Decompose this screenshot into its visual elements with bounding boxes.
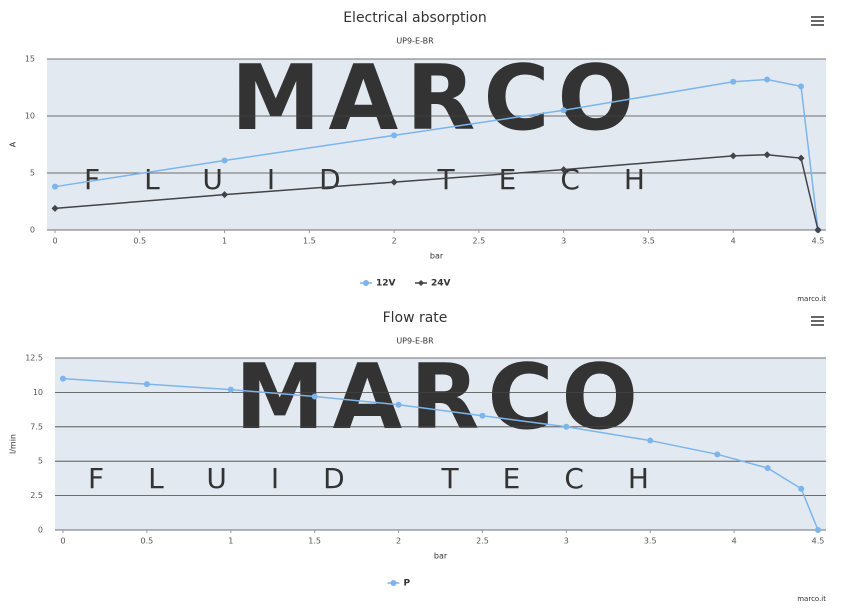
- x-tick-label: 2: [392, 237, 397, 246]
- credit: marco.it: [797, 595, 826, 603]
- y-tick-label: 15: [25, 55, 35, 64]
- x-tick-label: 0.5: [133, 237, 146, 246]
- point: [143, 381, 150, 388]
- menu-icon: [811, 24, 824, 26]
- legend-marker: [418, 280, 424, 286]
- y-tick-label: 5: [38, 457, 43, 466]
- x-tick-label: 3: [561, 237, 566, 246]
- menu-icon: [811, 320, 824, 322]
- x-tick-label: 4.5: [812, 537, 825, 546]
- x-axis-label: bar: [434, 552, 448, 561]
- y-tick-label: 0: [38, 526, 43, 535]
- legend-label: 12V: [376, 279, 396, 289]
- x-tick-label: 0: [60, 537, 65, 546]
- y-tick-label: 2.5: [30, 491, 43, 500]
- watermark-sub: FLUID TECH: [88, 462, 693, 495]
- point: [560, 107, 567, 114]
- x-axis-label: bar: [430, 252, 444, 261]
- credit: marco.it: [797, 295, 826, 303]
- point: [391, 132, 398, 139]
- point: [227, 386, 234, 393]
- legend-label: P: [404, 579, 411, 589]
- x-tick-label: 2.5: [476, 537, 489, 546]
- series-line: [54, 78, 819, 231]
- menu-icon: [811, 316, 824, 318]
- x-tick-label: 4: [731, 237, 736, 246]
- x-tick-label: 2: [396, 537, 401, 546]
- x-tick-label: 3: [564, 537, 569, 546]
- point: [764, 76, 771, 83]
- x-tick-label: 3.5: [644, 537, 657, 546]
- y-tick-label: 0: [30, 226, 35, 235]
- y-axis-label: l/min: [9, 434, 18, 454]
- watermark: MARCO: [235, 345, 646, 450]
- point: [814, 226, 822, 234]
- legend-marker: [390, 580, 397, 586]
- y-tick-label: 10: [25, 112, 35, 121]
- point: [764, 465, 771, 472]
- x-tick-label: 1: [222, 237, 227, 246]
- point: [395, 401, 402, 408]
- series-line: [62, 377, 819, 531]
- watermark: MARCO: [231, 46, 642, 151]
- point: [798, 485, 805, 492]
- watermark-sub: FLUID TECH: [84, 163, 689, 196]
- point: [311, 393, 318, 400]
- point: [563, 423, 570, 430]
- point: [647, 437, 654, 444]
- x-tick-label: 2.5: [473, 237, 486, 246]
- point: [815, 527, 821, 533]
- point: [797, 154, 805, 162]
- x-tick-label: 1.5: [303, 237, 316, 246]
- x-tick-label: 3.5: [642, 237, 655, 246]
- point: [560, 166, 568, 174]
- y-axis-label: A: [9, 141, 18, 147]
- point: [221, 157, 228, 164]
- y-tick-label: 5: [30, 169, 35, 178]
- point: [52, 183, 58, 190]
- y-tick-label: 10: [33, 388, 43, 397]
- menu-icon: [811, 16, 824, 18]
- y-tick-label: 7.5: [30, 422, 43, 431]
- point: [390, 178, 398, 186]
- x-tick-label: 0: [52, 237, 57, 246]
- point: [729, 152, 737, 160]
- x-tick-label: 4: [732, 537, 737, 546]
- chart-title: Flow rate: [383, 310, 448, 326]
- menu-icon: [811, 324, 824, 326]
- y-tick-label: 12.5: [25, 354, 43, 363]
- series-line: [54, 154, 819, 231]
- point: [479, 412, 486, 419]
- chart-subtitle: UP9-E-BR: [396, 37, 434, 46]
- point: [51, 204, 59, 212]
- legend-marker: [363, 280, 369, 286]
- menu-icon: [811, 20, 824, 22]
- chart-title: Electrical absorption: [343, 10, 487, 26]
- point: [714, 451, 721, 458]
- point: [221, 191, 229, 199]
- chart-subtitle: UP9-E-BR: [396, 337, 434, 346]
- point: [763, 151, 771, 159]
- x-tick-label: 0.5: [141, 537, 154, 546]
- x-tick-label: 4.5: [812, 237, 825, 246]
- x-tick-label: 1.5: [308, 537, 321, 546]
- point: [798, 83, 805, 90]
- legend-label: 24V: [431, 279, 451, 289]
- point: [730, 78, 737, 85]
- x-tick-label: 1: [228, 537, 233, 546]
- point: [60, 375, 66, 382]
